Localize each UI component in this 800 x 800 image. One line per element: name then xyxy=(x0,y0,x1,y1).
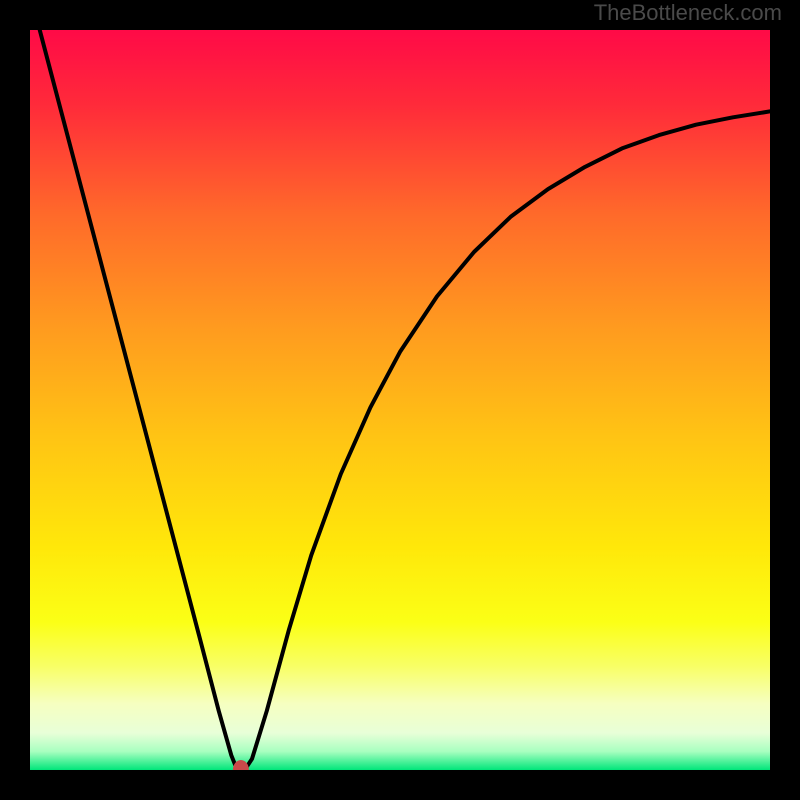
watermark-text: TheBottleneck.com xyxy=(594,0,782,26)
chart-container: TheBottleneck.com xyxy=(0,0,800,800)
plot-gradient-background xyxy=(30,30,770,770)
